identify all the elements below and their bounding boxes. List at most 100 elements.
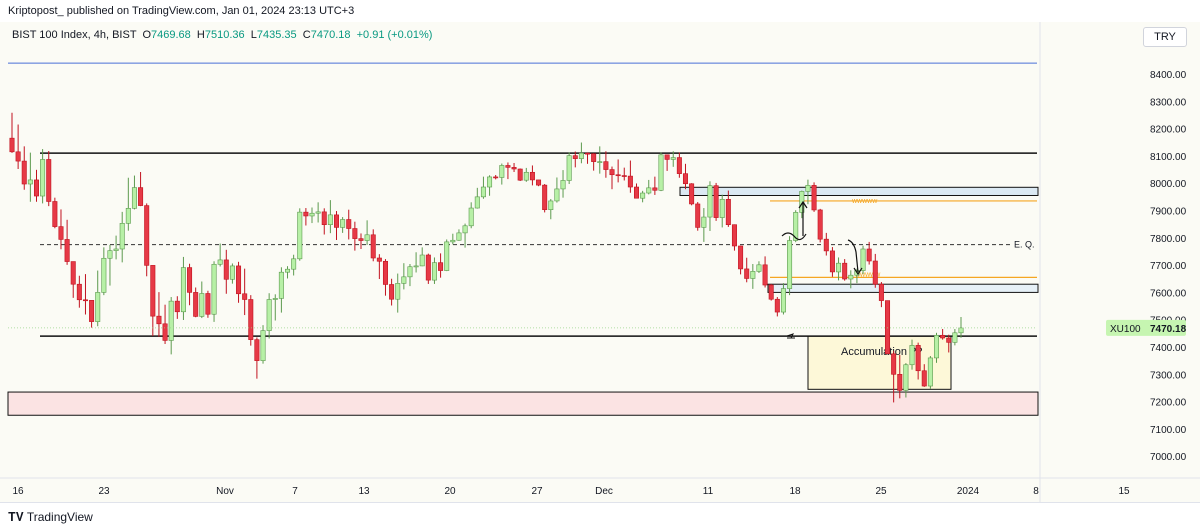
candle-body (915, 345, 921, 372)
candle-body (70, 261, 76, 285)
equilibrium-label: E. Q. (1014, 240, 1035, 250)
candle-body (652, 187, 658, 191)
candle-body (505, 165, 511, 168)
candle-body (211, 263, 217, 315)
candle-body (554, 188, 560, 202)
chart-frame[interactable] (0, 22, 1200, 502)
candle-body (817, 209, 823, 240)
candle-body (725, 199, 731, 225)
tradingview-logo[interactable]: 𝐓𝐕 TradingView (8, 510, 93, 525)
candle-body (193, 292, 199, 317)
candle-body (364, 234, 370, 241)
last-price-value: 7470.18 (1150, 324, 1187, 335)
candle-body (168, 300, 174, 341)
candle-body (627, 175, 633, 188)
candle-body (131, 187, 137, 209)
lower-support-zone (7, 391, 1039, 416)
candle-body (756, 264, 762, 272)
currency-button[interactable]: TRY (1143, 27, 1187, 47)
candle-body (793, 212, 799, 241)
candle-body (431, 262, 437, 281)
orange-squiggle: wwwww (854, 271, 881, 278)
candle-body (370, 234, 376, 259)
x-tick-label: 8 (1033, 486, 1039, 497)
candle-body (768, 284, 774, 300)
candle-body (260, 330, 266, 361)
candle-body (487, 176, 493, 188)
candle-body (689, 183, 695, 205)
candle-body (425, 254, 431, 281)
candle-body (566, 155, 572, 181)
candle-body (229, 265, 235, 280)
candle-body (499, 165, 505, 178)
candle-body (750, 271, 756, 279)
candle-body (787, 240, 793, 289)
candle-body (468, 207, 474, 227)
y-tick-label: 7700.00 (1150, 261, 1187, 272)
candle-body (591, 153, 597, 162)
y-tick-label: 8400.00 (1150, 70, 1187, 81)
last-price-symbol: XU100 (1110, 324, 1141, 335)
candle-body (297, 211, 303, 260)
candle-body (199, 293, 205, 317)
candle-body (266, 299, 272, 331)
candle-body (107, 250, 113, 259)
candle-body (450, 239, 456, 243)
candle-body (713, 185, 719, 218)
candle-body (407, 266, 413, 278)
candle-body (823, 238, 829, 252)
candle-body (419, 254, 425, 267)
candle-body (95, 292, 101, 322)
candle-body (695, 203, 701, 228)
candle-body (866, 248, 872, 262)
candle-body (376, 257, 382, 262)
candle-body (40, 159, 46, 197)
brand-name: TradingView (26, 510, 93, 524)
candle-body (603, 161, 609, 170)
x-tick-label: 2024 (957, 486, 980, 497)
candle-body (205, 293, 211, 315)
candle-body (578, 152, 584, 159)
candle-body (670, 157, 676, 160)
x-tick-label: 27 (531, 486, 543, 497)
symbol-title: BIST 100 Index, 4h, BIST (12, 29, 137, 41)
candle-body (940, 334, 946, 339)
y-tick-label: 7100.00 (1150, 425, 1187, 436)
candle-body (456, 232, 462, 241)
candle-body (52, 201, 58, 227)
candle-body (811, 185, 817, 211)
high-value: 7510.36 (204, 29, 245, 41)
x-tick-label: 13 (358, 486, 370, 497)
candle-body (346, 219, 352, 229)
candle-body (15, 151, 21, 162)
candle-body (646, 187, 652, 194)
candle-body (762, 264, 768, 286)
candle-body (701, 216, 707, 228)
orange-squiggle: wwwww (851, 198, 878, 205)
down-arrow-icon (847, 239, 863, 276)
candle-body (401, 276, 407, 284)
candle-body (860, 248, 866, 271)
y-tick-label: 7300.00 (1150, 370, 1187, 381)
candle-body (9, 137, 15, 153)
candle-body (223, 259, 229, 280)
close-value: 7470.18 (310, 29, 351, 41)
candle-body (878, 283, 884, 301)
candle-body (511, 167, 517, 170)
candle-body (242, 293, 248, 300)
candle-body (774, 298, 780, 313)
candle-body (634, 186, 640, 199)
candle-body (958, 327, 964, 334)
candle-body (682, 173, 688, 185)
candle-body (174, 300, 180, 313)
x-tick-label: Dec (595, 486, 613, 497)
x-tick-label: 23 (98, 486, 110, 497)
candle-body (799, 191, 805, 213)
candle-body (236, 265, 242, 295)
candle-body (921, 370, 927, 387)
y-tick-label: 7200.00 (1150, 398, 1187, 409)
y-tick-label: 7600.00 (1150, 288, 1187, 299)
candle-body (885, 300, 891, 355)
candle-body (597, 161, 603, 163)
